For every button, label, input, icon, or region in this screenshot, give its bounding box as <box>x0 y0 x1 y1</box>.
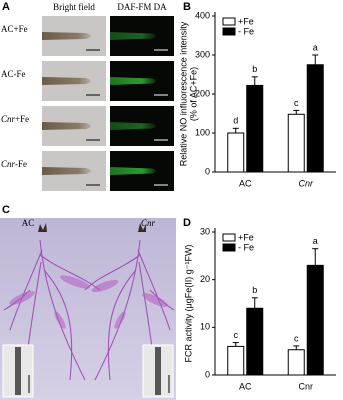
root-glow <box>110 32 156 40</box>
chart: D 0 10 20 30 FCR activity (μgFe(II) g⁻¹FW) AC c… <box>183 217 336 391</box>
root-glow <box>110 77 156 85</box>
root <box>42 32 91 40</box>
y-tick-label: 20 <box>200 274 210 284</box>
y-tick-label: 30 <box>200 226 210 236</box>
legend-swatch <box>222 27 236 36</box>
legend-label: - Fe <box>238 242 254 252</box>
strain-label: AC <box>22 218 35 228</box>
strain-label: Cnr <box>141 218 156 228</box>
panel-a: A Bright field DAF-FM DAAC+FeAC-FeCnr+FeC… <box>1 1 174 191</box>
strain: Cnr <box>1 114 16 124</box>
inset-root <box>15 347 21 395</box>
x-tick-label: AC <box>239 178 252 188</box>
bar <box>227 132 245 173</box>
treatment: -Fe <box>15 159 27 169</box>
bar <box>306 264 324 376</box>
y-axis-label: Relative NO influorescence intensity <box>178 21 188 166</box>
bar <box>246 84 264 173</box>
legend-swatch <box>222 243 236 252</box>
row-label: Cnr-Fe <box>1 159 27 169</box>
significance-letter: c <box>294 98 299 108</box>
bar <box>306 64 324 173</box>
treatment: +Fe <box>15 114 29 124</box>
y-tick-label: 0 <box>205 369 210 379</box>
legend-label: +Fe <box>238 232 254 242</box>
significance-letter: b <box>252 64 257 74</box>
significance-letter: c <box>234 330 239 340</box>
root <box>42 122 91 130</box>
column-header: DAF-FM DA <box>117 2 167 12</box>
bar <box>287 113 305 173</box>
column-header: Bright field <box>53 2 95 12</box>
x-tick-label: Cnr <box>298 178 314 188</box>
row-label: Cnr+Fe <box>1 114 29 124</box>
significance-letter: c <box>294 333 299 343</box>
legend-label: - Fe <box>238 26 254 36</box>
significance-letter: b <box>252 285 257 295</box>
panel-label: A <box>2 1 10 13</box>
treatment: +Fe <box>14 24 28 34</box>
legend-label: +Fe <box>238 16 254 26</box>
y-tick-label: 200 <box>195 88 210 98</box>
strain: AC <box>1 69 14 79</box>
treatment: -Fe <box>14 69 26 79</box>
y-axis-label: FCR activity (μgFe(II) g⁻¹FW) <box>183 245 193 363</box>
y-axis-label: (% of AC+Fe) <box>188 67 198 121</box>
y-tick-label: 100 <box>195 127 210 137</box>
bar <box>227 345 245 376</box>
panel-label: C <box>2 204 10 216</box>
x-tick-label: AC <box>239 381 252 391</box>
legend-swatch <box>222 17 236 26</box>
row-label: AC-Fe <box>1 69 26 79</box>
panel-c: C AC Cnr <box>0 204 176 400</box>
chart: B 0 100 200 300 400 Relative NO influorescence… <box>178 1 336 188</box>
y-tick-label: 400 <box>195 10 210 20</box>
legend-swatch <box>222 233 236 242</box>
significance-letter: a <box>313 42 318 52</box>
root-glow <box>110 122 156 130</box>
x-tick-label: Cnr <box>298 381 313 391</box>
strain: Cnr <box>1 159 16 169</box>
panel-label: D <box>183 217 191 229</box>
stained-tips <box>9 275 168 329</box>
y-tick-label: 0 <box>205 166 210 176</box>
strain: AC <box>1 24 14 34</box>
significance-letter: a <box>313 236 318 246</box>
bar <box>287 349 305 376</box>
bar <box>246 307 264 376</box>
y-tick-label: 300 <box>195 49 210 59</box>
root-glow <box>110 167 156 175</box>
root <box>42 77 91 85</box>
row-label: AC+Fe <box>1 24 28 34</box>
y-tick-label: 10 <box>200 322 210 332</box>
inset-root <box>155 347 161 395</box>
root <box>42 167 91 175</box>
significance-letter: d <box>233 116 238 126</box>
panel-label: B <box>183 1 191 13</box>
